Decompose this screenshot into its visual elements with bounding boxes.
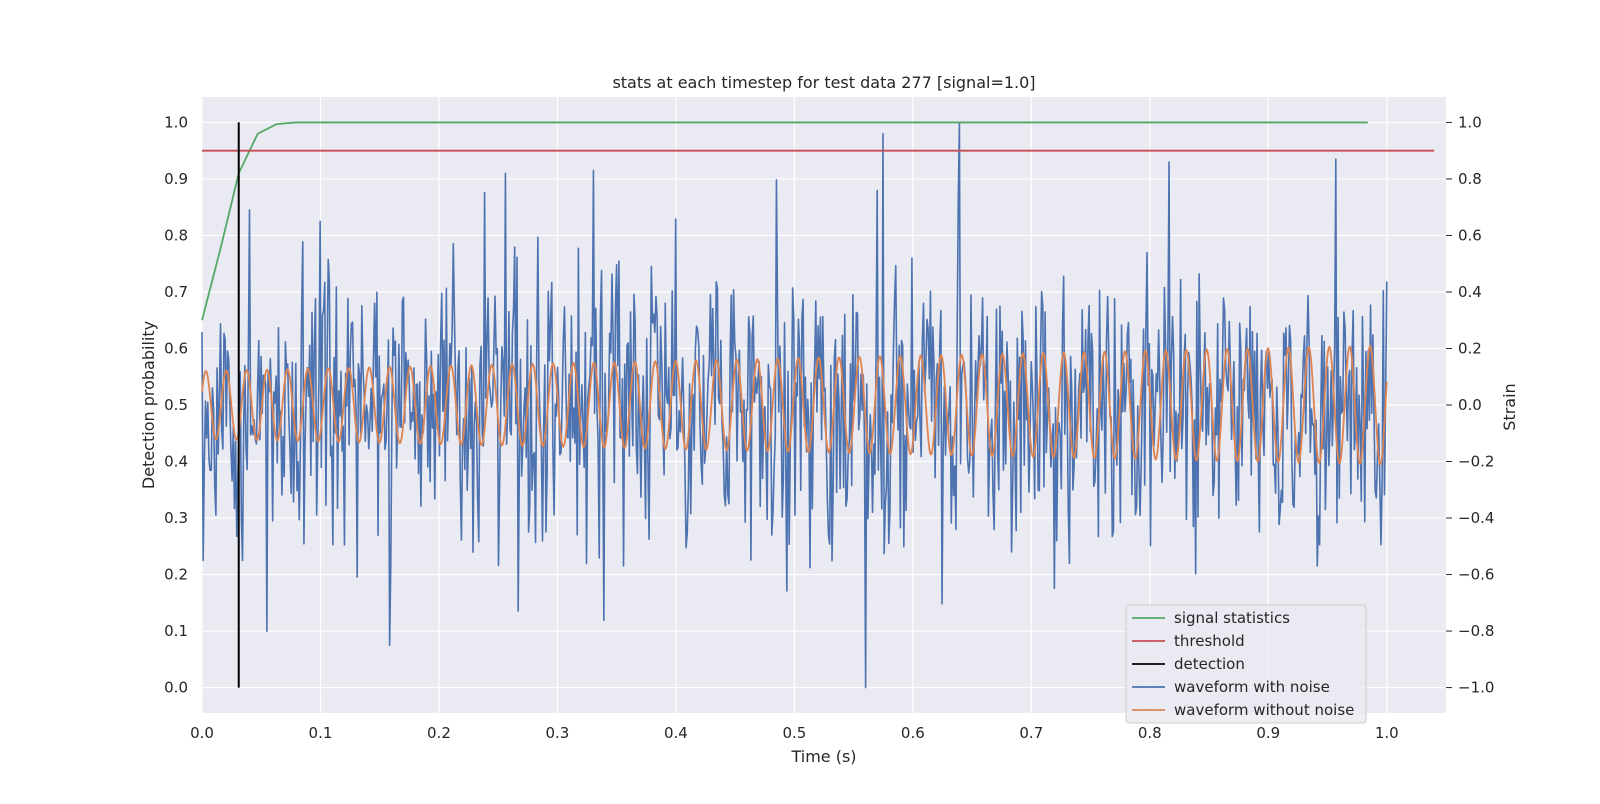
y-tick-label-left: 0.6: [164, 339, 188, 357]
x-tick-label: 0.2: [427, 724, 451, 742]
y-ticks-left: 0.0 0.1 0.2 0.3 0.4 0.5 0.6 0.7 0.8 0.9 1.0: [164, 113, 188, 696]
series-layer: [201, 121, 1435, 689]
legend-label-signal-statistics: signal statistics: [1174, 609, 1290, 627]
y-tick-label-right: −1.0: [1458, 679, 1494, 697]
series-waveform-without-noise: [201, 344, 1388, 466]
y-tick-label-right: −0.4: [1458, 509, 1494, 527]
legend: signal statistics threshold detection wa…: [1125, 604, 1367, 724]
x-axis-label: Time (s): [790, 747, 856, 766]
legend-label-waveform-with-noise: waveform with noise: [1174, 678, 1330, 696]
y-tick-label-right: 0.6: [1458, 226, 1482, 244]
y-tick-label-left: 1.0: [164, 113, 188, 131]
chart-title: stats at each timestep for test data 277…: [612, 73, 1035, 92]
x-tick-label: 0.1: [309, 724, 333, 742]
y-tick-label-right: 0.8: [1458, 170, 1482, 188]
x-tick-label: 0.8: [1138, 724, 1162, 742]
x-tick-label: 0.3: [545, 724, 569, 742]
y-tick-label-right: 0.2: [1458, 339, 1482, 357]
y-tick-label-right: −0.6: [1458, 566, 1494, 584]
x-ticks: 0.0 0.1 0.2 0.3 0.4 0.5 0.6 0.7 0.8 0.9 1.0: [190, 724, 1399, 742]
y-tick-label-left: 0.9: [164, 170, 188, 188]
y-axis-label-left: Detection probability: [139, 321, 158, 489]
x-tick-label: 0.0: [190, 724, 214, 742]
legend-box: [1125, 604, 1367, 724]
series-signal-statistics: [201, 121, 1368, 321]
y-tick-label-right: −0.2: [1458, 453, 1494, 471]
y-tick-label-left: 0.3: [164, 509, 188, 527]
x-tick-label: 1.0: [1375, 724, 1399, 742]
x-tick-label: 0.9: [1256, 724, 1280, 742]
legend-label-threshold: threshold: [1174, 632, 1245, 650]
y-tick-label-left: 0.8: [164, 226, 188, 244]
y-tick-label-left: 0.4: [164, 453, 188, 471]
y-tick-label-left: 0.1: [164, 622, 188, 640]
legend-label-detection: detection: [1174, 655, 1245, 673]
series-waveform-with-noise: [201, 121, 1388, 689]
y-tick-label-right: 1.0: [1458, 113, 1482, 131]
y-ticks-right: −1.0 −0.8 −0.6 −0.4 −0.2 0.0 0.2 0.4 0.6 0.8 1.0: [1446, 113, 1494, 697]
y-tick-label-right: 0.4: [1458, 283, 1482, 301]
x-tick-label: 0.5: [782, 724, 806, 742]
x-tick-label: 0.7: [1019, 724, 1043, 742]
y-tick-label-left: 0.2: [164, 566, 188, 584]
y-tick-label-right: −0.8: [1458, 622, 1494, 640]
x-tick-label: 0.4: [664, 724, 688, 742]
y-tick-label-left: 0.7: [164, 283, 188, 301]
y-tick-label-left: 0.0: [164, 679, 188, 697]
legend-label-waveform-without-noise: waveform without noise: [1174, 701, 1354, 719]
y-tick-label-right: 0.0: [1458, 396, 1482, 414]
y-tick-label-left: 0.5: [164, 396, 188, 414]
y-axis-label-right: Strain: [1500, 383, 1519, 430]
x-tick-label: 0.6: [901, 724, 925, 742]
